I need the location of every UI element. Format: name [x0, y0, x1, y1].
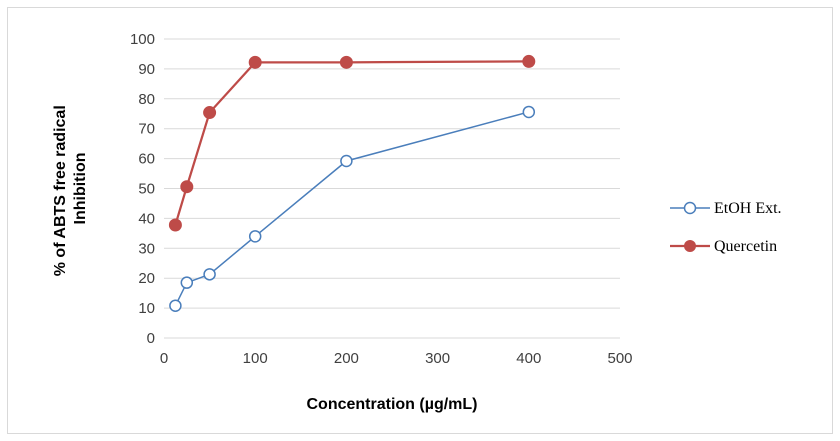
x-tick-label: 0 — [160, 350, 168, 367]
y-tick-label: 50 — [138, 181, 155, 198]
legend-marker — [683, 201, 697, 215]
legend-item: Quercetin — [670, 238, 777, 255]
x-tick-labels: 0 100 200 300 400 500 — [160, 350, 633, 367]
y-tick-label: 100 — [130, 31, 155, 48]
data-point — [203, 106, 217, 120]
x-tick-label: 500 — [607, 350, 632, 367]
series-group — [168, 54, 536, 312]
y-tick-label: 70 — [138, 121, 155, 138]
data-point — [248, 230, 262, 243]
data-point — [203, 268, 216, 281]
y-tick-label: 30 — [138, 240, 155, 257]
gridlines — [164, 38, 620, 309]
x-axis-title: Concentration (µg/mL) — [307, 396, 478, 413]
y-tick-label: 10 — [138, 300, 155, 317]
y-tick-label: 80 — [138, 91, 155, 108]
y-tick-label: 90 — [138, 61, 155, 78]
data-point — [180, 276, 194, 289]
data-point — [522, 105, 536, 119]
x-tick-label: 400 — [516, 350, 541, 367]
legend-marker — [684, 240, 696, 252]
y-tick-label: 0 — [147, 330, 155, 347]
y-tick-label: 60 — [138, 151, 155, 168]
data-point — [340, 154, 353, 168]
data-point — [168, 218, 182, 232]
data-point — [180, 180, 194, 194]
x-tick-label: 100 — [243, 350, 268, 367]
series-line — [174, 60, 529, 226]
x-tick-label: 200 — [334, 350, 359, 367]
data-point — [522, 54, 536, 68]
y-axis-title: % of ABTS free radical Inhibition — [52, 101, 89, 276]
x-tick-label: 300 — [425, 350, 450, 367]
legend: EtOH Ext. Quercetin — [670, 200, 782, 255]
series-quercetin — [168, 54, 536, 232]
y-tick-labels: 0 10 20 30 40 50 60 70 80 90 100 — [130, 31, 155, 347]
series-line — [174, 111, 529, 307]
data-point — [339, 55, 353, 69]
data-point — [248, 55, 262, 69]
y-tick-label: 40 — [138, 210, 155, 227]
y-axis-title-line-2: Inhibition — [72, 153, 89, 225]
legend-item: EtOH Ext. — [670, 200, 782, 217]
series-etoh-ext — [169, 105, 536, 312]
chart-area — [7, 7, 833, 434]
legend-label: EtOH Ext. — [714, 200, 782, 217]
data-point — [169, 299, 182, 312]
y-tick-label: 20 — [138, 270, 155, 287]
legend-label: Quercetin — [714, 238, 777, 255]
y-axis-title-line-1: % of ABTS free radical — [52, 105, 69, 276]
